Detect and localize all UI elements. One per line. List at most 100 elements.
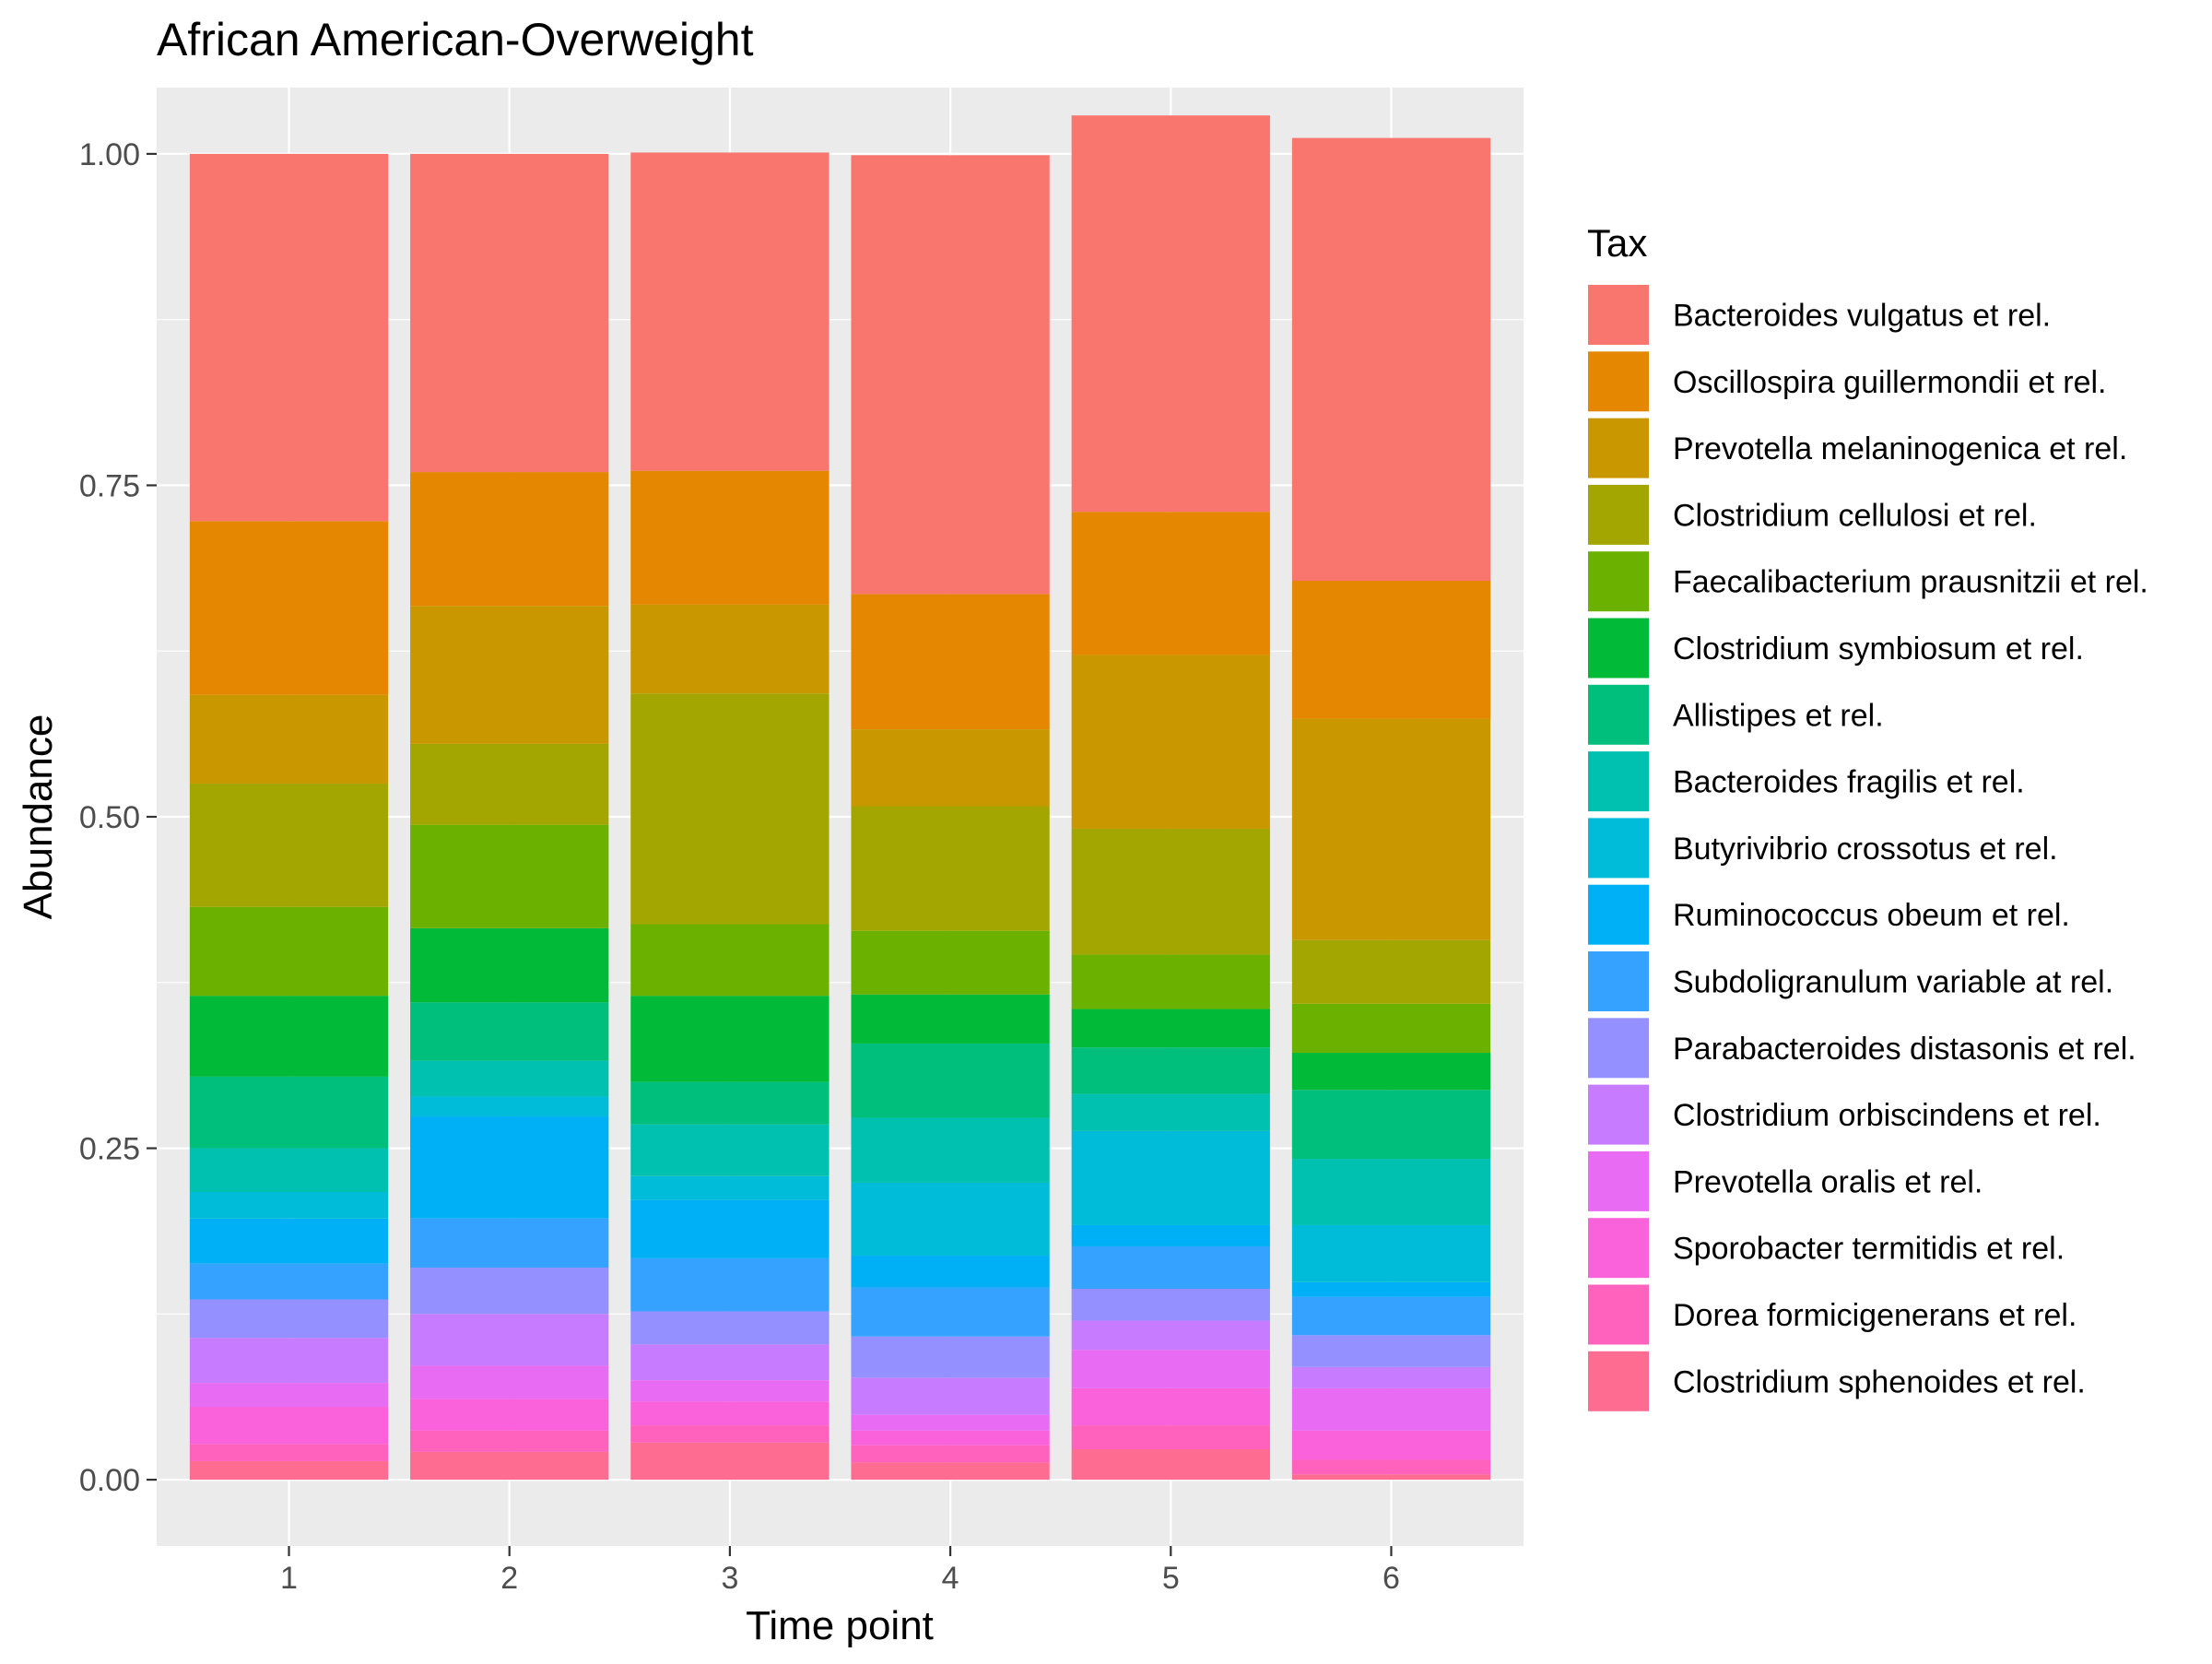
- bar-segment: Clostridium symbiosum et rel. @ 4: 0.037: [851, 994, 1050, 1044]
- y-tick-label: 0.75: [79, 468, 140, 503]
- legend-key: [1586, 549, 1651, 614]
- bar-segment: Prevotella oralis et rel. @ 1: 0.018: [189, 1383, 389, 1407]
- bar-segment: Allistipes et rel. @ 4: 0.056: [851, 1043, 1050, 1118]
- legend-key: [1586, 1149, 1651, 1213]
- legend-key: [1586, 616, 1651, 680]
- bar-segment: Parabacteroides distasonis et rel. @ 2: …: [410, 1267, 609, 1315]
- bar-segment: Bacteroides fragilis et rel. @ 1: 0.033: [189, 1148, 389, 1193]
- bar-segment: Sporobacter termitidis et rel. @ 5: 0.02…: [1071, 1387, 1270, 1426]
- bar-segment: Clostridium orbiscindens et rel. @ 1: 0.…: [189, 1338, 389, 1384]
- legend-key: [1586, 1349, 1651, 1413]
- bar-segment: Clostridium sphenoides et rel. @ 2: 0.02…: [410, 1451, 609, 1481]
- bar-segment: Oscillospira guillermondii et rel. @ 4: …: [851, 594, 1050, 730]
- legend-label: Faecalibacterium prausnitzii et rel.: [1673, 565, 2148, 600]
- bar-segment: Allistipes et rel. @ 5: 0.035: [1071, 1047, 1270, 1094]
- x-tick-label: 1: [280, 1561, 298, 1596]
- bar-segment: Bacteroides vulgatus et rel. @ 2: 0.24: [410, 153, 609, 473]
- bar-segment: Clostridium symbiosum et rel. @ 1: 0.061: [189, 996, 389, 1077]
- bar-segment: Clostridium cellulosi et rel. @ 6: 0.048: [1291, 939, 1491, 1004]
- y-tick-label: 0.00: [79, 1463, 140, 1498]
- bar-segment: Clostridium sphenoides et rel. @ 1: 0.01…: [189, 1460, 389, 1481]
- bar-segment: Allistipes et rel. @ 2: 0.044: [410, 1002, 609, 1061]
- x-tick-label: 5: [1162, 1561, 1180, 1596]
- bar-segment: Subdoligranulum variable at rel. @ 6: 0.…: [1291, 1296, 1491, 1336]
- bar-segment: Clostridium cellulosi et rel. @ 4: 0.094: [851, 806, 1050, 931]
- legend-label: Subdoligranulum variable at rel.: [1673, 965, 2113, 1000]
- bar-segment: Faecalibacterium prausnitzii et rel. @ 2…: [410, 824, 609, 928]
- bar-segment: Bacteroides fragilis et rel. @ 2: 0.027: [410, 1060, 609, 1097]
- bar-segment: Sporobacter termitidis et rel. @ 1: 0.02…: [189, 1406, 389, 1445]
- legend-key: [1586, 816, 1651, 880]
- legend-key: [1586, 749, 1651, 814]
- bar-segment: Dorea formicigenerans et rel. @ 1: 0.013: [189, 1444, 389, 1461]
- legend-label: Sporobacter termitidis et rel.: [1673, 1232, 2065, 1267]
- bar-segment: Prevotella melaninogenica et rel. @ 5: 0…: [1071, 655, 1270, 829]
- bar-segment: Allistipes et rel. @ 1: 0.054: [189, 1076, 389, 1149]
- bar-segment: Bacteroides vulgatus et rel. @ 4: 0.331: [851, 155, 1050, 595]
- bar-segment: Oscillospira guillermondii et rel. @ 5: …: [1071, 512, 1270, 655]
- bar-segment: Subdoligranulum variable at rel. @ 5: 0.…: [1071, 1245, 1270, 1289]
- bar-segment: Clostridium cellulosi et rel. @ 5: 0.095: [1071, 828, 1270, 955]
- legend-label: Bacteroides vulgatus et rel.: [1673, 299, 2051, 334]
- legend-label: Clostridium orbiscindens et rel.: [1673, 1098, 2101, 1133]
- bar-segment: Subdoligranulum variable at rel. @ 3: 0.…: [630, 1257, 830, 1312]
- y-tick-label: 1.00: [79, 137, 140, 172]
- bar-segment: Faecalibacterium prausnitzii et rel. @ 1…: [189, 906, 389, 997]
- legend-key: [1586, 882, 1651, 947]
- bar-segment: Prevotella oralis et rel. @ 5: 0.029: [1071, 1350, 1270, 1388]
- bar-segment: Subdoligranulum variable at rel. @ 1: 0.…: [189, 1263, 389, 1300]
- bar-segment: Dorea formicigenerans et rel. @ 4: 0.013: [851, 1445, 1050, 1463]
- bar-segment: Dorea formicigenerans et rel. @ 6: 0.011: [1291, 1459, 1491, 1475]
- bar-segment: Bacteroides vulgatus et rel. @ 6: 0.334: [1291, 137, 1491, 582]
- legend-key: [1586, 1216, 1651, 1280]
- legend-label: Prevotella oralis et rel.: [1673, 1164, 1983, 1199]
- bar-segment: Clostridium orbiscindens et rel. @ 5: 0.…: [1071, 1320, 1270, 1351]
- x-tick-label: 6: [1382, 1561, 1400, 1596]
- bar-segment: Oscillospira guillermondii et rel. @ 3: …: [630, 470, 830, 605]
- legend-label: Clostridium sphenoides et rel.: [1673, 1364, 2086, 1399]
- bar-segment: Faecalibacterium prausnitzii et rel. @ 6…: [1291, 1003, 1491, 1053]
- legend-label: Dorea formicigenerans et rel.: [1673, 1298, 2077, 1333]
- legend-key: [1586, 283, 1651, 347]
- bar-segment: Dorea formicigenerans et rel. @ 5: 0.018: [1071, 1425, 1270, 1450]
- bar-segment: Subdoligranulum variable at rel. @ 4: 0.…: [851, 1287, 1050, 1337]
- bar-segment: Clostridium sphenoides et rel. @ 6: 0.00…: [1291, 1474, 1491, 1481]
- bar-segment: Parabacteroides distasonis et rel. @ 1: …: [189, 1299, 389, 1339]
- bar-segment: Prevotella oralis et rel. @ 4: 0.012: [851, 1414, 1050, 1431]
- bar-segment: Clostridium cellulosi et rel. @ 3: 0.174: [630, 693, 830, 925]
- bar-segment: Subdoligranulum variable at rel. @ 2: 0.…: [410, 1218, 609, 1268]
- legend-key: [1586, 950, 1651, 1013]
- legend-key: [1586, 416, 1651, 480]
- bar-segment: Faecalibacterium prausnitzii et rel. @ 3…: [630, 924, 830, 997]
- legend-key: [1586, 1282, 1651, 1347]
- bar-segment: Allistipes et rel. @ 6: 0.052: [1291, 1090, 1491, 1160]
- bar-segment: Clostridium orbiscindens et rel. @ 3: 0.…: [630, 1344, 830, 1381]
- bar-segment: Ruminococcus obeum et rel. @ 1: 0.034: [189, 1218, 389, 1264]
- bar-segment: Ruminococcus obeum et rel. @ 5: 0.016: [1071, 1224, 1270, 1246]
- bar-segment: Clostridium cellulosi et rel. @ 2: 0.061: [410, 743, 609, 825]
- bar-segment: Parabacteroides distasonis et rel. @ 3: …: [630, 1311, 830, 1345]
- bar-segment: Clostridium sphenoides et rel. @ 3: 0.02…: [630, 1442, 830, 1481]
- bar-segment: Bacteroides vulgatus et rel. @ 3: 0.24: [630, 152, 830, 471]
- legend-label: Clostridium symbiosum et rel.: [1673, 631, 2084, 667]
- bar-segment: Ruminococcus obeum et rel. @ 6: 0.011: [1291, 1281, 1491, 1297]
- bar-segment: Bacteroides vulgatus et rel. @ 5: 0.299: [1071, 115, 1270, 513]
- bar-segment: Bacteroides vulgatus et rel. @ 1: 0.277: [189, 153, 389, 522]
- bar-segment: Dorea formicigenerans et rel. @ 2: 0.016: [410, 1430, 609, 1452]
- bar-segment: Butyrivibrio crossotus et rel. @ 4: 0.05…: [851, 1182, 1050, 1257]
- legend-label: Ruminococcus obeum et rel.: [1673, 898, 2070, 933]
- legend-key: [1586, 1016, 1651, 1080]
- bar-segment: Clostridium symbiosum et rel. @ 2: 0.056: [410, 927, 609, 1003]
- bar-segment: Faecalibacterium prausnitzii et rel. @ 5…: [1071, 954, 1270, 1009]
- bar-segment: Butyrivibrio crossotus et rel. @ 2: 0.01…: [410, 1096, 609, 1117]
- legend-label: Clostridium cellulosi et rel.: [1673, 498, 2037, 533]
- bar-segment: Parabacteroides distasonis et rel. @ 4: …: [851, 1336, 1050, 1378]
- bar-segment: Clostridium orbiscindens et rel. @ 6: 0.…: [1291, 1366, 1491, 1388]
- legend-key: [1586, 1082, 1651, 1147]
- legend-label: Oscillospira guillermondii et rel.: [1673, 365, 2107, 400]
- bar-segment: Prevotella melaninogenica et rel. @ 4: 0…: [851, 729, 1050, 807]
- legend-key: [1586, 349, 1651, 414]
- legend-key: [1586, 482, 1651, 547]
